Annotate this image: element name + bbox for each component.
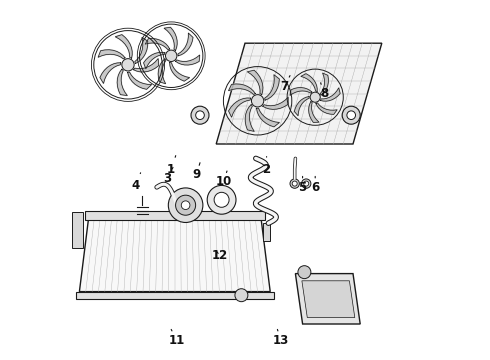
Circle shape (298, 266, 311, 279)
Polygon shape (265, 75, 279, 100)
Polygon shape (247, 70, 263, 95)
Polygon shape (257, 108, 279, 127)
Polygon shape (228, 84, 255, 94)
Circle shape (292, 181, 297, 186)
Text: 3: 3 (164, 167, 173, 185)
Polygon shape (117, 69, 127, 95)
Polygon shape (228, 98, 250, 117)
Circle shape (342, 106, 360, 124)
Text: 6: 6 (311, 176, 319, 194)
Text: 4: 4 (131, 173, 141, 192)
Circle shape (235, 289, 248, 302)
Polygon shape (115, 35, 132, 58)
Polygon shape (294, 96, 309, 116)
Circle shape (169, 188, 203, 222)
Polygon shape (100, 63, 121, 84)
Polygon shape (316, 103, 337, 114)
Text: 13: 13 (273, 329, 289, 347)
Circle shape (301, 179, 311, 188)
Circle shape (191, 106, 209, 124)
Polygon shape (178, 33, 193, 56)
Polygon shape (290, 87, 312, 95)
Polygon shape (164, 27, 177, 50)
Polygon shape (98, 50, 125, 59)
Text: 7: 7 (281, 76, 290, 93)
Circle shape (310, 92, 320, 102)
Polygon shape (134, 59, 159, 72)
Text: 12: 12 (212, 249, 228, 262)
Polygon shape (175, 55, 200, 65)
Circle shape (347, 111, 356, 120)
Text: 2: 2 (263, 157, 270, 176)
Polygon shape (144, 52, 165, 69)
Polygon shape (135, 37, 148, 63)
Polygon shape (170, 63, 190, 81)
Polygon shape (245, 105, 254, 131)
Text: 5: 5 (298, 176, 307, 194)
Polygon shape (295, 274, 360, 324)
Polygon shape (158, 59, 166, 84)
Polygon shape (216, 43, 382, 144)
Polygon shape (79, 220, 270, 292)
Circle shape (251, 95, 264, 107)
Polygon shape (320, 88, 340, 101)
Polygon shape (145, 39, 170, 50)
Circle shape (122, 59, 134, 71)
Text: 10: 10 (215, 171, 232, 188)
Circle shape (207, 185, 236, 214)
Circle shape (196, 111, 204, 120)
Polygon shape (301, 74, 317, 91)
Circle shape (290, 179, 299, 188)
Polygon shape (263, 97, 288, 109)
Polygon shape (302, 281, 355, 318)
Circle shape (304, 181, 309, 186)
Circle shape (214, 192, 229, 207)
Polygon shape (320, 73, 328, 95)
Polygon shape (76, 292, 274, 299)
Polygon shape (127, 72, 151, 89)
Text: 11: 11 (169, 329, 185, 347)
Polygon shape (72, 212, 83, 248)
Circle shape (166, 50, 177, 62)
Polygon shape (263, 223, 270, 241)
Circle shape (181, 201, 190, 210)
Polygon shape (309, 102, 319, 122)
Text: 8: 8 (320, 83, 328, 100)
Circle shape (175, 195, 196, 215)
Text: 1: 1 (167, 156, 176, 176)
Polygon shape (85, 211, 265, 220)
Text: 9: 9 (192, 163, 200, 181)
